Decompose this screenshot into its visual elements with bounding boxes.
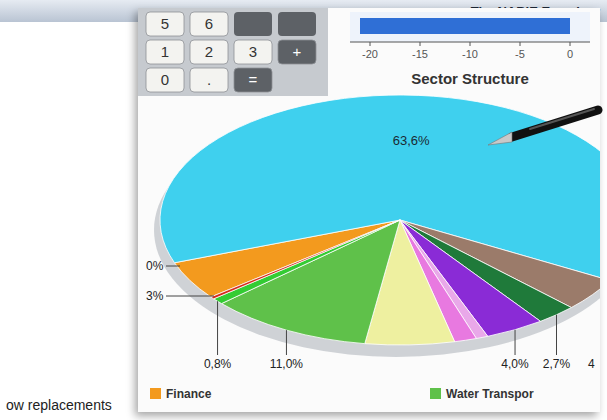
tick-label: -10: [462, 48, 478, 60]
pie-marks: [154, 95, 600, 357]
leader-line: [515, 330, 516, 355]
pie-slice: [211, 220, 400, 299]
calculator-key: [146, 40, 184, 64]
calculator-body: [138, 8, 328, 96]
tick-mark: [470, 42, 471, 46]
annotation: 4: [588, 357, 595, 371]
key-label: 5: [161, 15, 169, 32]
tick-label: -20: [362, 48, 378, 60]
bar: [360, 18, 570, 34]
pie-slice: [214, 220, 400, 304]
key-label: 1: [161, 43, 169, 60]
calculator-key: [234, 40, 272, 64]
key-label: .: [207, 71, 211, 88]
calculator-key: [190, 12, 228, 36]
leader-line: [217, 301, 218, 355]
key-label: 2: [205, 43, 213, 60]
key-label: 6: [205, 15, 213, 32]
leader-line: [166, 266, 180, 267]
data-label: 2,7%: [543, 357, 571, 371]
page: The NABIE Examinerow replacements63,6%2,…: [0, 0, 607, 420]
key-label: =: [249, 71, 258, 88]
leader-line: [166, 296, 214, 297]
key-label: 0: [161, 71, 169, 88]
annotation: 0%: [146, 259, 164, 273]
tick-mark: [520, 42, 521, 46]
data-label: 0,8%: [204, 357, 232, 371]
tick-label: -5: [515, 48, 525, 60]
bar-chart: [350, 12, 590, 42]
tick-mark: [570, 42, 571, 46]
data-label: 63,6%: [393, 133, 430, 148]
legend-swatch: [430, 388, 441, 399]
calculator-key: [190, 68, 228, 92]
tick-label: 0: [567, 48, 573, 60]
tick-mark: [370, 42, 371, 46]
leader-line: [556, 315, 557, 355]
pie-labels: 63,6% 2,7% 4,0% 11,0% 0,8% 0% 3% 4: [146, 133, 595, 371]
legend: Finance Water Transpor: [150, 387, 534, 401]
tick-label: -15: [412, 48, 428, 60]
pen: [488, 109, 598, 145]
calculator-key: [234, 68, 272, 92]
pen-tip: [488, 132, 512, 145]
calculator-key: [146, 12, 184, 36]
bar-plot-area: [350, 12, 590, 42]
data-label: 11,0%: [270, 357, 303, 371]
calculator-key: [146, 68, 184, 92]
calculator-key: [278, 12, 316, 36]
legend-label: Finance: [166, 387, 212, 401]
calculator: 5 6 1 2 3 +0. =: [138, 8, 328, 96]
calculator-key: [278, 40, 316, 64]
calculator-key: [190, 40, 228, 64]
key-label: +: [293, 43, 302, 60]
calculator-key: [234, 12, 272, 36]
x-ticks: -20 -15 -10 -5 0: [362, 42, 573, 60]
chart-title: Sector Structure: [411, 70, 529, 87]
key-label: 3: [249, 43, 257, 60]
pen-highlight: [530, 109, 594, 129]
pen-body: [512, 110, 598, 137]
bar-marks: [360, 18, 570, 34]
legend-label: Water Transpor: [446, 387, 534, 401]
legend-swatch: [150, 388, 161, 399]
tick-mark: [420, 42, 421, 46]
annotation: 3%: [146, 289, 164, 303]
article-text: ow replacements: [6, 397, 112, 413]
data-label: 4,0%: [501, 357, 529, 371]
leader-line: [286, 330, 287, 355]
